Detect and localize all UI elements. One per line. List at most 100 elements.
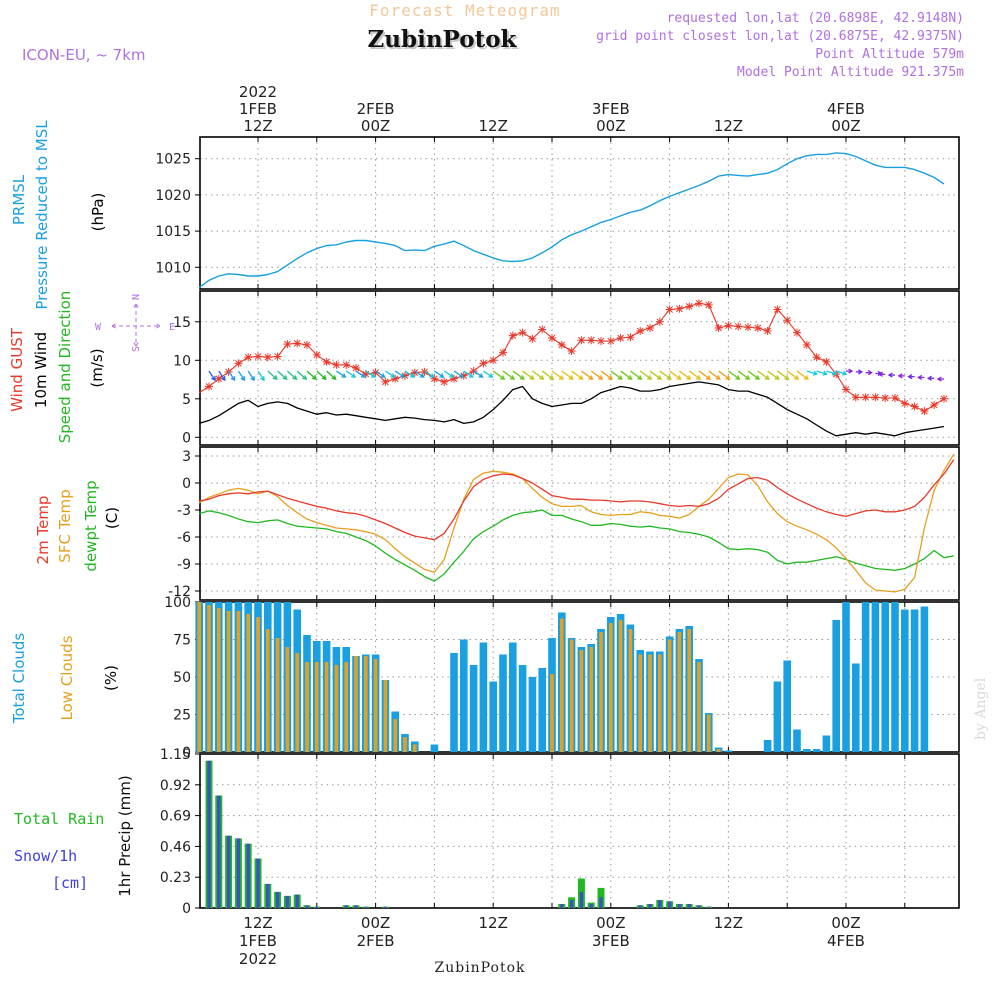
gust-marker	[655, 317, 664, 326]
wind-arrow-shaft	[806, 370, 817, 375]
gust-marker	[714, 323, 723, 332]
gust-marker	[910, 402, 919, 411]
wind-arrow-shaft	[571, 370, 583, 380]
gust-marker	[881, 394, 890, 403]
wind-arrow-shaft	[473, 370, 483, 378]
wind-arrow	[414, 370, 425, 378]
gust-marker	[312, 350, 321, 359]
gust-marker	[430, 374, 439, 383]
gust-marker	[234, 359, 243, 368]
wind-arrow-head	[429, 373, 435, 378]
wind-arrow-shaft	[453, 370, 464, 378]
wind-arrow	[551, 370, 565, 380]
total-cloud-bar	[518, 665, 527, 752]
gust-marker	[675, 304, 684, 313]
wind-arrow-shaft	[610, 370, 623, 380]
gust-marker	[871, 393, 880, 402]
clouds-label-total: Total Clouds	[10, 633, 28, 725]
total-cloud-bar	[832, 620, 840, 752]
station-title-shadow: ZubinPotok	[370, 28, 520, 55]
low-cloud-bar	[344, 662, 348, 752]
wind-arrow-head	[321, 375, 327, 380]
gust-marker	[479, 359, 488, 368]
snow-bar	[217, 795, 221, 908]
low-cloud-bar	[354, 656, 358, 752]
bottom-tick-label: 2FEB	[357, 932, 395, 950]
snow-bar	[315, 906, 319, 908]
station-title: ZubinPotok	[368, 26, 518, 53]
wind-arrow-head	[211, 376, 216, 382]
temp-2m-line	[199, 459, 955, 541]
pressure-line	[198, 152, 945, 289]
wind-arrow-head	[627, 375, 633, 380]
wind-arrow-shaft	[277, 370, 288, 380]
gust-marker	[861, 393, 870, 402]
top-tick-label: 3FEB	[592, 100, 630, 118]
y-tick-label: -6	[177, 530, 191, 546]
wind-arrow-shaft	[483, 370, 493, 378]
gust-marker	[930, 400, 939, 409]
y-tick-label: 50	[173, 670, 191, 686]
wind-arrow-shaft	[355, 370, 366, 378]
snow-bar	[383, 906, 388, 908]
gust-marker	[205, 382, 213, 391]
wind-arrow	[355, 370, 367, 378]
low-cloud-bar	[266, 629, 270, 752]
wind-frame	[199, 290, 960, 446]
wind-arrow	[208, 370, 216, 382]
wind-arrow	[375, 370, 386, 378]
wind-arrow	[590, 370, 604, 380]
snow-bar	[560, 904, 564, 908]
pressure-label-unit: (hPa)	[89, 193, 107, 232]
gust-marker	[244, 353, 253, 362]
wind-arrow	[806, 370, 819, 376]
total-cloud-bar	[469, 665, 478, 752]
y-tick-label: 10	[173, 353, 191, 369]
total-cloud-bar	[861, 602, 870, 752]
y-tick-label: -3	[177, 503, 191, 519]
total-cloud-bar	[812, 749, 821, 752]
y-tick-label: 1020	[155, 188, 191, 204]
wind-arrow	[649, 370, 663, 380]
total-cloud-bar	[891, 602, 899, 752]
snow-bar	[266, 883, 270, 908]
gust-marker	[891, 394, 899, 403]
snow-bar	[285, 895, 290, 908]
wind-arrow	[581, 370, 594, 380]
y-tick-label: 0	[182, 430, 191, 446]
wind-arrow	[443, 370, 455, 378]
model-name: ICON-EU, ~ 7km	[22, 46, 146, 64]
wind-arrow	[620, 370, 633, 380]
gust-marker	[940, 394, 948, 403]
wind-arrow	[218, 370, 226, 382]
snow-bar	[648, 904, 652, 908]
wind-arrow-shaft	[522, 370, 534, 380]
gust-marker	[626, 333, 635, 342]
wind-arrow-head	[656, 375, 663, 380]
wind-arrow	[846, 368, 854, 374]
snow-bar	[658, 900, 662, 908]
gust-marker	[293, 339, 302, 348]
total-cloud-bar	[450, 653, 458, 752]
wind-arrow-head	[764, 375, 770, 380]
wind-arrow-head	[754, 375, 761, 380]
wind-arrow	[306, 370, 317, 380]
gust-marker	[518, 328, 527, 337]
gust-marker	[597, 337, 605, 346]
wind-arrow-shaft	[502, 370, 515, 380]
wind-arrow-head	[558, 375, 565, 380]
snow-bar	[207, 760, 211, 908]
wind-arrow-shaft	[649, 370, 662, 380]
gust-marker	[440, 377, 449, 386]
wind-arrow-head	[637, 375, 643, 380]
wind-arrow-shaft	[414, 370, 425, 378]
wind-arrow-shaft	[777, 370, 789, 380]
precip-panel: 0 0.23 0.46 0.69 0.92 1.15	[160, 747, 960, 917]
wind-arrow	[826, 370, 838, 376]
total-cloud-bar	[871, 602, 880, 752]
wind-arrow-shaft	[336, 370, 346, 378]
wind-arrow	[897, 373, 905, 379]
snow-bar	[295, 894, 299, 908]
gust-marker	[273, 352, 282, 361]
precip-legend-unit: [cm]	[52, 874, 88, 892]
